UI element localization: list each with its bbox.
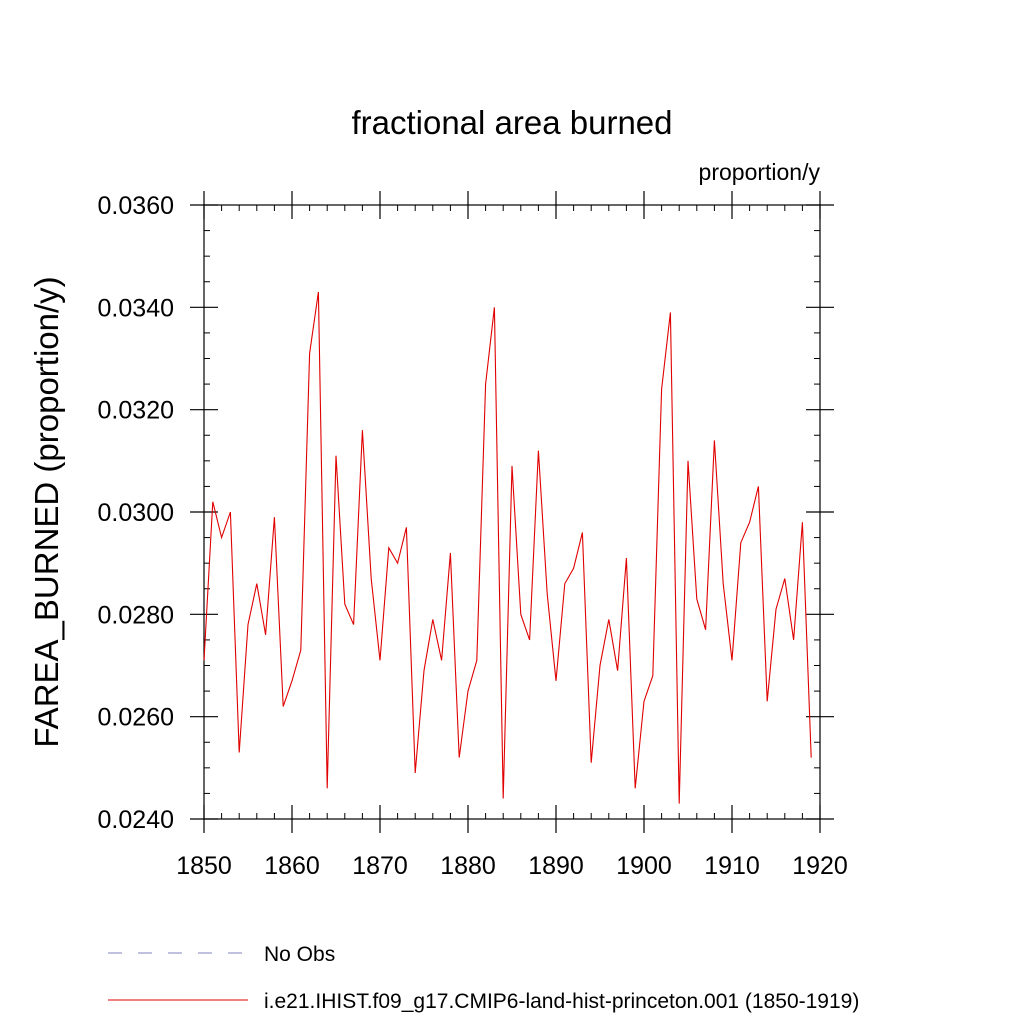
- legend-label: i.e21.IHIST.f09_g17.CMIP6-land-hist-prin…: [264, 990, 859, 1013]
- x-tick-label: 1910: [704, 852, 760, 880]
- y-tick-label: 0.0340: [98, 294, 174, 322]
- x-axis-ticks: 1850 1860 1870 1880 1890 1900 1910 1920: [176, 191, 848, 880]
- y-axis-ticks: 0.0240 0.0260 0.0280 0.0300 0.0320 0.0340 0.03…: [98, 192, 834, 834]
- x-tick-label: 1880: [440, 852, 496, 880]
- x-tick-label: 1920: [792, 852, 848, 880]
- y-tick-label: 0.0260: [98, 704, 174, 732]
- y-tick-label: 0.0320: [98, 397, 174, 425]
- plot-frame: [203, 204, 821, 820]
- x-tick-label: 1900: [616, 852, 672, 880]
- series-line: [203, 291, 812, 804]
- legend-label: No Obs: [264, 943, 335, 966]
- legend: No Obs i.e21.IHIST.f09_g17.CMIP6-land-his…: [108, 943, 859, 1013]
- x-tick-label: 1870: [352, 852, 408, 880]
- y-tick-label: 0.0280: [98, 601, 174, 629]
- x-tick-label: 1890: [528, 852, 584, 880]
- y-tick-label: 0.0360: [98, 192, 174, 220]
- x-tick-label: 1850: [176, 852, 232, 880]
- chart-units-label: proportion/y: [699, 159, 821, 185]
- y-tick-label: 0.0300: [98, 499, 174, 527]
- chart-title: fractional area burned: [351, 104, 672, 141]
- y-tick-label: 0.0240: [98, 806, 174, 834]
- x-tick-label: 1860: [264, 852, 320, 880]
- series-layer: [203, 291, 812, 804]
- y-axis-label: FAREA_BURNED (proportion/y): [28, 276, 65, 747]
